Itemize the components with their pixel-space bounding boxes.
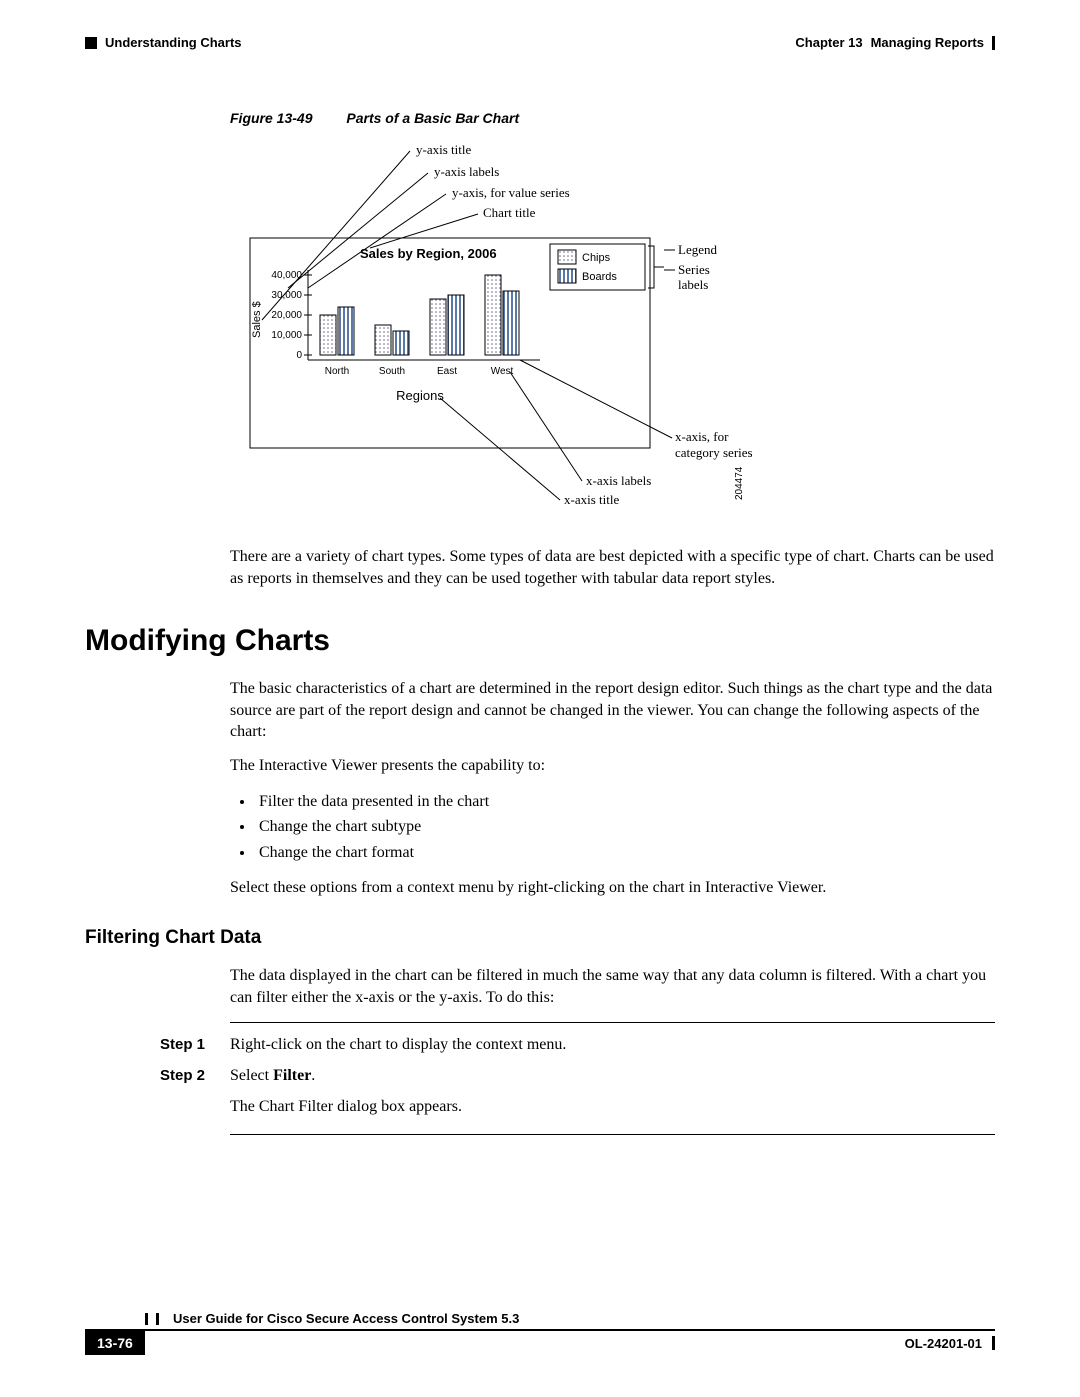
svg-text:y-axis title: y-axis title bbox=[416, 142, 471, 157]
paragraph-after-figure: There are a variety of chart types. Some… bbox=[230, 546, 995, 589]
doc-id: OL-24201-01 bbox=[905, 1336, 995, 1351]
header-chapter: Chapter 13 bbox=[795, 35, 862, 50]
list-item: Change the chart subtype bbox=[255, 814, 995, 840]
step-label: Step 2 bbox=[160, 1064, 230, 1089]
svg-text:y-axis labels: y-axis labels bbox=[434, 164, 499, 179]
svg-text:category series: category series bbox=[675, 445, 753, 460]
step-text: Right-click on the chart to display the … bbox=[230, 1033, 995, 1058]
svg-text:x-axis title: x-axis title bbox=[564, 492, 619, 507]
svg-text:0: 0 bbox=[296, 350, 302, 361]
figure-ref-id: 204474 bbox=[734, 466, 745, 500]
filter-paragraph-1: The data displayed in the chart can be f… bbox=[230, 965, 995, 1008]
heading-filtering-chart-data: Filtering Chart Data bbox=[85, 927, 995, 949]
step-text-bold: Filter bbox=[273, 1067, 311, 1084]
svg-text:y-axis, for value series: y-axis, for value series bbox=[452, 185, 570, 200]
chart-title: Sales by Region, 2006 bbox=[360, 246, 497, 261]
capabilities-list: Filter the data presented in the chart C… bbox=[255, 789, 995, 866]
x-axis-labels: North South East West bbox=[325, 366, 514, 377]
step-after-row: The Chart Filter dialog box appears. bbox=[160, 1095, 995, 1120]
step-row: Step 1 Right-click on the chart to displ… bbox=[160, 1033, 995, 1058]
header-section-title: Understanding Charts bbox=[105, 35, 242, 50]
step-after-text: The Chart Filter dialog box appears. bbox=[230, 1095, 995, 1120]
mod-paragraph-2: The Interactive Viewer presents the capa… bbox=[230, 755, 995, 777]
svg-text:20,000: 20,000 bbox=[271, 310, 302, 321]
footer-tick-icon bbox=[156, 1313, 159, 1325]
legend-item-chips: Chips bbox=[582, 252, 611, 264]
mod-paragraph-1: The basic characteristics of a chart are… bbox=[230, 678, 995, 743]
svg-text:Legend: Legend bbox=[678, 242, 717, 257]
list-item: Change the chart format bbox=[255, 840, 995, 866]
doc-id-text: OL-24201-01 bbox=[905, 1336, 982, 1351]
footer-guide-title: User Guide for Cisco Secure Access Contr… bbox=[173, 1311, 519, 1326]
steps-bottom-rule bbox=[230, 1134, 995, 1135]
y-axis-title-text: Sales $ bbox=[251, 301, 263, 338]
svg-text:North: North bbox=[325, 366, 349, 377]
figure-number: Figure 13-49 bbox=[230, 110, 312, 126]
svg-text:West: West bbox=[491, 366, 514, 377]
svg-text:Chart title: Chart title bbox=[483, 205, 536, 220]
footer-tick-icon bbox=[145, 1313, 148, 1325]
page-footer: User Guide for Cisco Secure Access Contr… bbox=[85, 1311, 995, 1355]
svg-text:Series: Series bbox=[678, 262, 710, 277]
figure-diagram: Sales by Region, 2006 Chips Boards Sales… bbox=[230, 138, 995, 528]
svg-text:x-axis labels: x-axis labels bbox=[586, 473, 651, 488]
header-chapter-title: Managing Reports bbox=[871, 35, 984, 50]
figure-caption: Figure 13-49 Parts of a Basic Bar Chart bbox=[230, 110, 995, 126]
figure-title: Parts of a Basic Bar Chart bbox=[346, 110, 519, 126]
page-number-badge: 13-76 bbox=[85, 1331, 145, 1355]
svg-text:10,000: 10,000 bbox=[271, 330, 302, 341]
footer-bar-icon bbox=[992, 1336, 995, 1350]
header-left: Understanding Charts bbox=[85, 35, 242, 50]
header-square-icon bbox=[85, 37, 97, 49]
svg-text:x-axis, for: x-axis, for bbox=[675, 429, 729, 444]
svg-text:labels: labels bbox=[678, 277, 708, 292]
heading-modifying-charts: Modifying Charts bbox=[85, 624, 995, 658]
header-right: Chapter 13 Managing Reports bbox=[795, 35, 995, 50]
step-row: Step 2 Select Filter. bbox=[160, 1064, 995, 1089]
steps-top-rule bbox=[230, 1022, 995, 1023]
x-axis-title-text: Regions bbox=[396, 388, 444, 403]
step-text-suffix: . bbox=[311, 1067, 315, 1084]
step-text-prefix: Select bbox=[230, 1067, 273, 1084]
svg-text:East: East bbox=[437, 366, 457, 377]
list-item: Filter the data presented in the chart bbox=[255, 789, 995, 815]
step-label: Step 1 bbox=[160, 1033, 230, 1058]
header-bar-icon bbox=[992, 36, 995, 50]
legend-item-boards: Boards bbox=[582, 271, 617, 283]
mod-paragraph-3: Select these options from a context menu… bbox=[230, 877, 995, 899]
step-text: Select Filter. bbox=[230, 1064, 995, 1089]
svg-text:South: South bbox=[379, 366, 405, 377]
page-header: Understanding Charts Chapter 13 Managing… bbox=[85, 35, 995, 50]
y-axis-labels: 40,000 30,000 20,000 10,000 0 bbox=[271, 270, 302, 361]
